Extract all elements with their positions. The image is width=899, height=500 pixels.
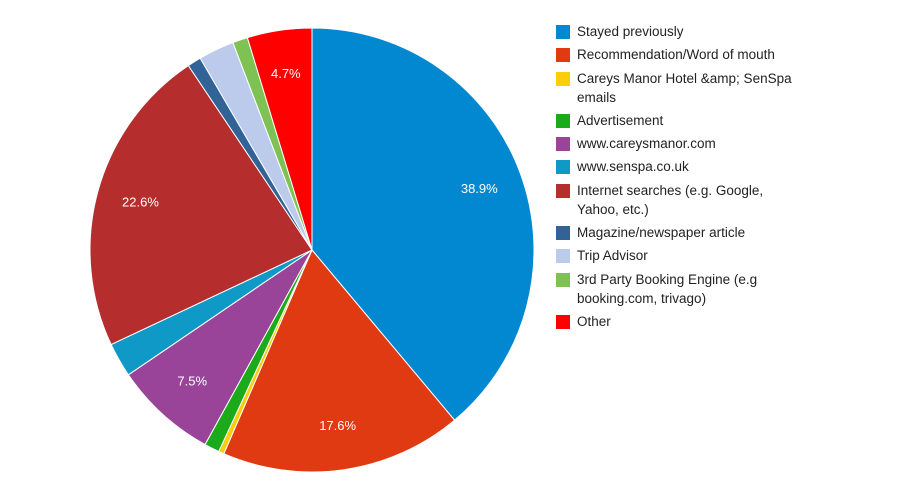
pie-slice	[311, 27, 535, 421]
legend-label: Other	[577, 313, 611, 329]
legend-swatch	[556, 113, 570, 128]
legend-swatch	[556, 137, 570, 152]
legend-item: Trip Advisor	[556, 246, 806, 265]
legend-label: Careys Manor Hotel &amp; SenSpa emails	[577, 70, 792, 105]
pie-slice	[223, 249, 456, 473]
legend-label: Trip Advisor	[577, 248, 648, 264]
slice-data-label: 22.6%	[122, 194, 159, 209]
slice-data-label: 4.7%	[271, 66, 301, 81]
slice-data-label: 38.9%	[461, 181, 498, 196]
legend-item: Stayed previously	[556, 22, 806, 41]
legend-label: Stayed previously	[577, 24, 684, 39]
legend-item: www.careysmanor.com	[556, 134, 806, 153]
legend-swatch	[556, 272, 570, 287]
legend-item: 3rd Party Booking Engine (e.g booking.co…	[556, 270, 806, 308]
legend-label: www.senspa.co.uk	[577, 159, 689, 175]
legend: Stayed previously Recommendation/Word of …	[556, 22, 806, 335]
slice-data-label: 7.5%	[177, 374, 207, 389]
slice-data-label: 17.6%	[319, 418, 356, 433]
legend-item: Advertisement	[556, 111, 806, 130]
legend-item: Other	[556, 312, 806, 331]
legend-item: Careys Manor Hotel &amp; SenSpa emails	[556, 69, 806, 107]
legend-label: 3rd Party Booking Engine (e.g booking.co…	[577, 271, 758, 306]
legend-item: Recommendation/Word of mouth	[556, 45, 806, 64]
pie-slice	[246, 27, 313, 251]
legend-item: www.senspa.co.uk	[556, 157, 806, 176]
legend-swatch	[556, 183, 570, 198]
legend-swatch	[556, 226, 570, 241]
legend-item: Internet searches (e.g. Google, Yahoo, e…	[556, 181, 806, 219]
legend-label: Recommendation/Word of mouth	[577, 47, 775, 63]
legend-item: Magazine/newspaper article	[556, 223, 806, 242]
legend-label: Advertisement	[577, 112, 664, 128]
legend-swatch	[556, 48, 570, 63]
legend-swatch	[556, 25, 570, 39]
legend-label: Internet searches (e.g. Google, Yahoo, e…	[577, 182, 764, 217]
legend-swatch	[556, 71, 570, 86]
pie-slice	[89, 64, 313, 346]
legend-label: www.careysmanor.com	[577, 136, 716, 152]
legend-swatch	[556, 249, 570, 264]
legend-swatch	[556, 160, 570, 175]
legend-label: Magazine/newspaper article	[577, 225, 746, 241]
pie-slice	[127, 249, 313, 446]
legend-swatch	[556, 314, 570, 329]
